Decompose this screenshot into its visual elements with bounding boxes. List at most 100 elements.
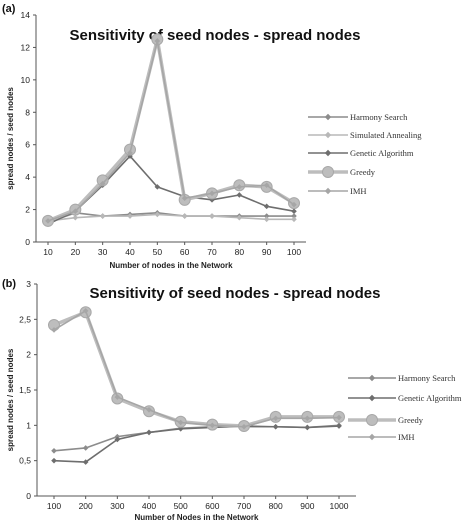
y-tick-label: 6 xyxy=(25,140,30,150)
data-point xyxy=(241,423,247,430)
legend-label: Simulated Annealing xyxy=(350,130,422,140)
data-point xyxy=(154,211,161,218)
data-point xyxy=(236,214,243,221)
data-point xyxy=(336,414,342,421)
data-point xyxy=(127,213,133,219)
legend-label: IMH xyxy=(350,186,367,196)
y-tick-label: 12 xyxy=(21,42,31,52)
legend-label: IMH xyxy=(398,432,415,442)
data-point xyxy=(99,213,106,219)
data-point xyxy=(272,415,279,422)
y-axis-label: spread nodes / seed nodes xyxy=(6,87,15,190)
series-line xyxy=(53,310,339,428)
series-line xyxy=(47,213,294,222)
series-genetic-algorithm xyxy=(51,423,342,465)
data-point xyxy=(304,424,311,431)
chart-panel-b: (b) Sensitivity of seed nodes - spread no… xyxy=(2,278,462,522)
y-tick-label: 2,5 xyxy=(19,314,31,324)
x-tick-label: 70 xyxy=(207,247,217,257)
data-point xyxy=(82,308,89,314)
series-line xyxy=(47,37,295,223)
data-point xyxy=(304,415,311,422)
series-line xyxy=(47,212,294,224)
panel-label: (a) xyxy=(2,3,16,15)
x-tick-label: 400 xyxy=(142,501,156,511)
legend-entry: Greedy xyxy=(348,414,424,426)
x-tick-label: 10 xyxy=(43,247,53,257)
data-point xyxy=(51,457,57,464)
y-tick-label: 0 xyxy=(25,237,30,247)
data-point xyxy=(181,213,188,219)
data-point xyxy=(236,192,243,198)
legend-entry: Genetic Algorithm xyxy=(308,148,414,158)
data-point xyxy=(72,214,79,221)
legend-marker xyxy=(324,113,332,121)
legend-entry: IMH xyxy=(348,432,415,442)
data-point xyxy=(114,394,121,400)
data-point xyxy=(154,38,161,44)
series-greedy xyxy=(48,306,345,433)
x-tick-label: 700 xyxy=(237,501,251,511)
series-line xyxy=(53,425,340,463)
legend-entry: Harmony Search xyxy=(348,373,456,383)
data-point xyxy=(146,429,152,436)
x-axis-label: Number of nodes in the Network xyxy=(109,261,233,270)
data-point xyxy=(272,423,279,430)
data-point xyxy=(291,201,297,208)
panel-label: (b) xyxy=(2,278,16,290)
x-tick-label: 80 xyxy=(235,247,245,257)
series-imh xyxy=(51,308,342,430)
x-tick-label: 30 xyxy=(98,247,108,257)
series-line xyxy=(53,310,340,428)
legend-marker xyxy=(324,149,332,157)
data-point xyxy=(181,195,188,202)
data-point xyxy=(291,213,297,219)
data-point xyxy=(177,419,184,426)
data-point xyxy=(146,406,152,413)
data-point xyxy=(263,213,270,219)
data-point xyxy=(336,423,342,429)
x-axis-label: Number of Nodes in the Network xyxy=(134,513,259,522)
data-point xyxy=(291,208,297,214)
legend-entry: Genetic Algorithm xyxy=(348,393,462,403)
data-point xyxy=(82,445,89,451)
x-tick-label: 500 xyxy=(174,501,188,511)
data-point xyxy=(82,459,89,465)
legend-entry: Simulated Annealing xyxy=(308,130,422,140)
data-point xyxy=(263,182,270,189)
legend-marker xyxy=(368,374,376,382)
legend-marker xyxy=(324,131,332,139)
legend-label: Genetic Algorithm xyxy=(398,393,462,403)
chart-title: Sensitivity of seed nodes - spread nodes xyxy=(90,285,381,302)
x-tick-label: 800 xyxy=(269,501,283,511)
data-point xyxy=(291,216,297,223)
legend-marker xyxy=(324,187,332,195)
legend-entry: Harmony Search xyxy=(308,112,408,122)
legend-label: Greedy xyxy=(350,167,376,177)
data-point xyxy=(263,216,270,223)
x-tick-label: 900 xyxy=(300,501,314,511)
y-tick-label: 1,5 xyxy=(19,385,31,395)
x-tick-label: 50 xyxy=(153,247,163,257)
x-tick-label: 1000 xyxy=(330,501,349,511)
y-tick-label: 0,5 xyxy=(19,456,31,466)
data-point xyxy=(209,190,215,197)
data-point xyxy=(72,208,79,214)
chart-title: Sensitivity of seed nodes - spread nodes xyxy=(70,27,361,44)
data-point xyxy=(236,184,243,190)
legend-label: Greedy xyxy=(398,415,424,425)
legend-label: Harmony Search xyxy=(350,112,408,122)
x-tick-label: 600 xyxy=(205,501,219,511)
x-tick-label: 200 xyxy=(79,501,93,511)
data-point xyxy=(209,213,215,219)
x-tick-label: 90 xyxy=(262,247,272,257)
y-tick-label: 10 xyxy=(21,75,31,85)
legend-marker xyxy=(368,394,376,402)
series-imh xyxy=(45,38,297,224)
legend-entry: Greedy xyxy=(308,166,376,178)
legend-marker xyxy=(366,414,378,426)
legend-label: Genetic Algorithm xyxy=(350,148,414,158)
y-tick-label: 0 xyxy=(26,491,31,501)
